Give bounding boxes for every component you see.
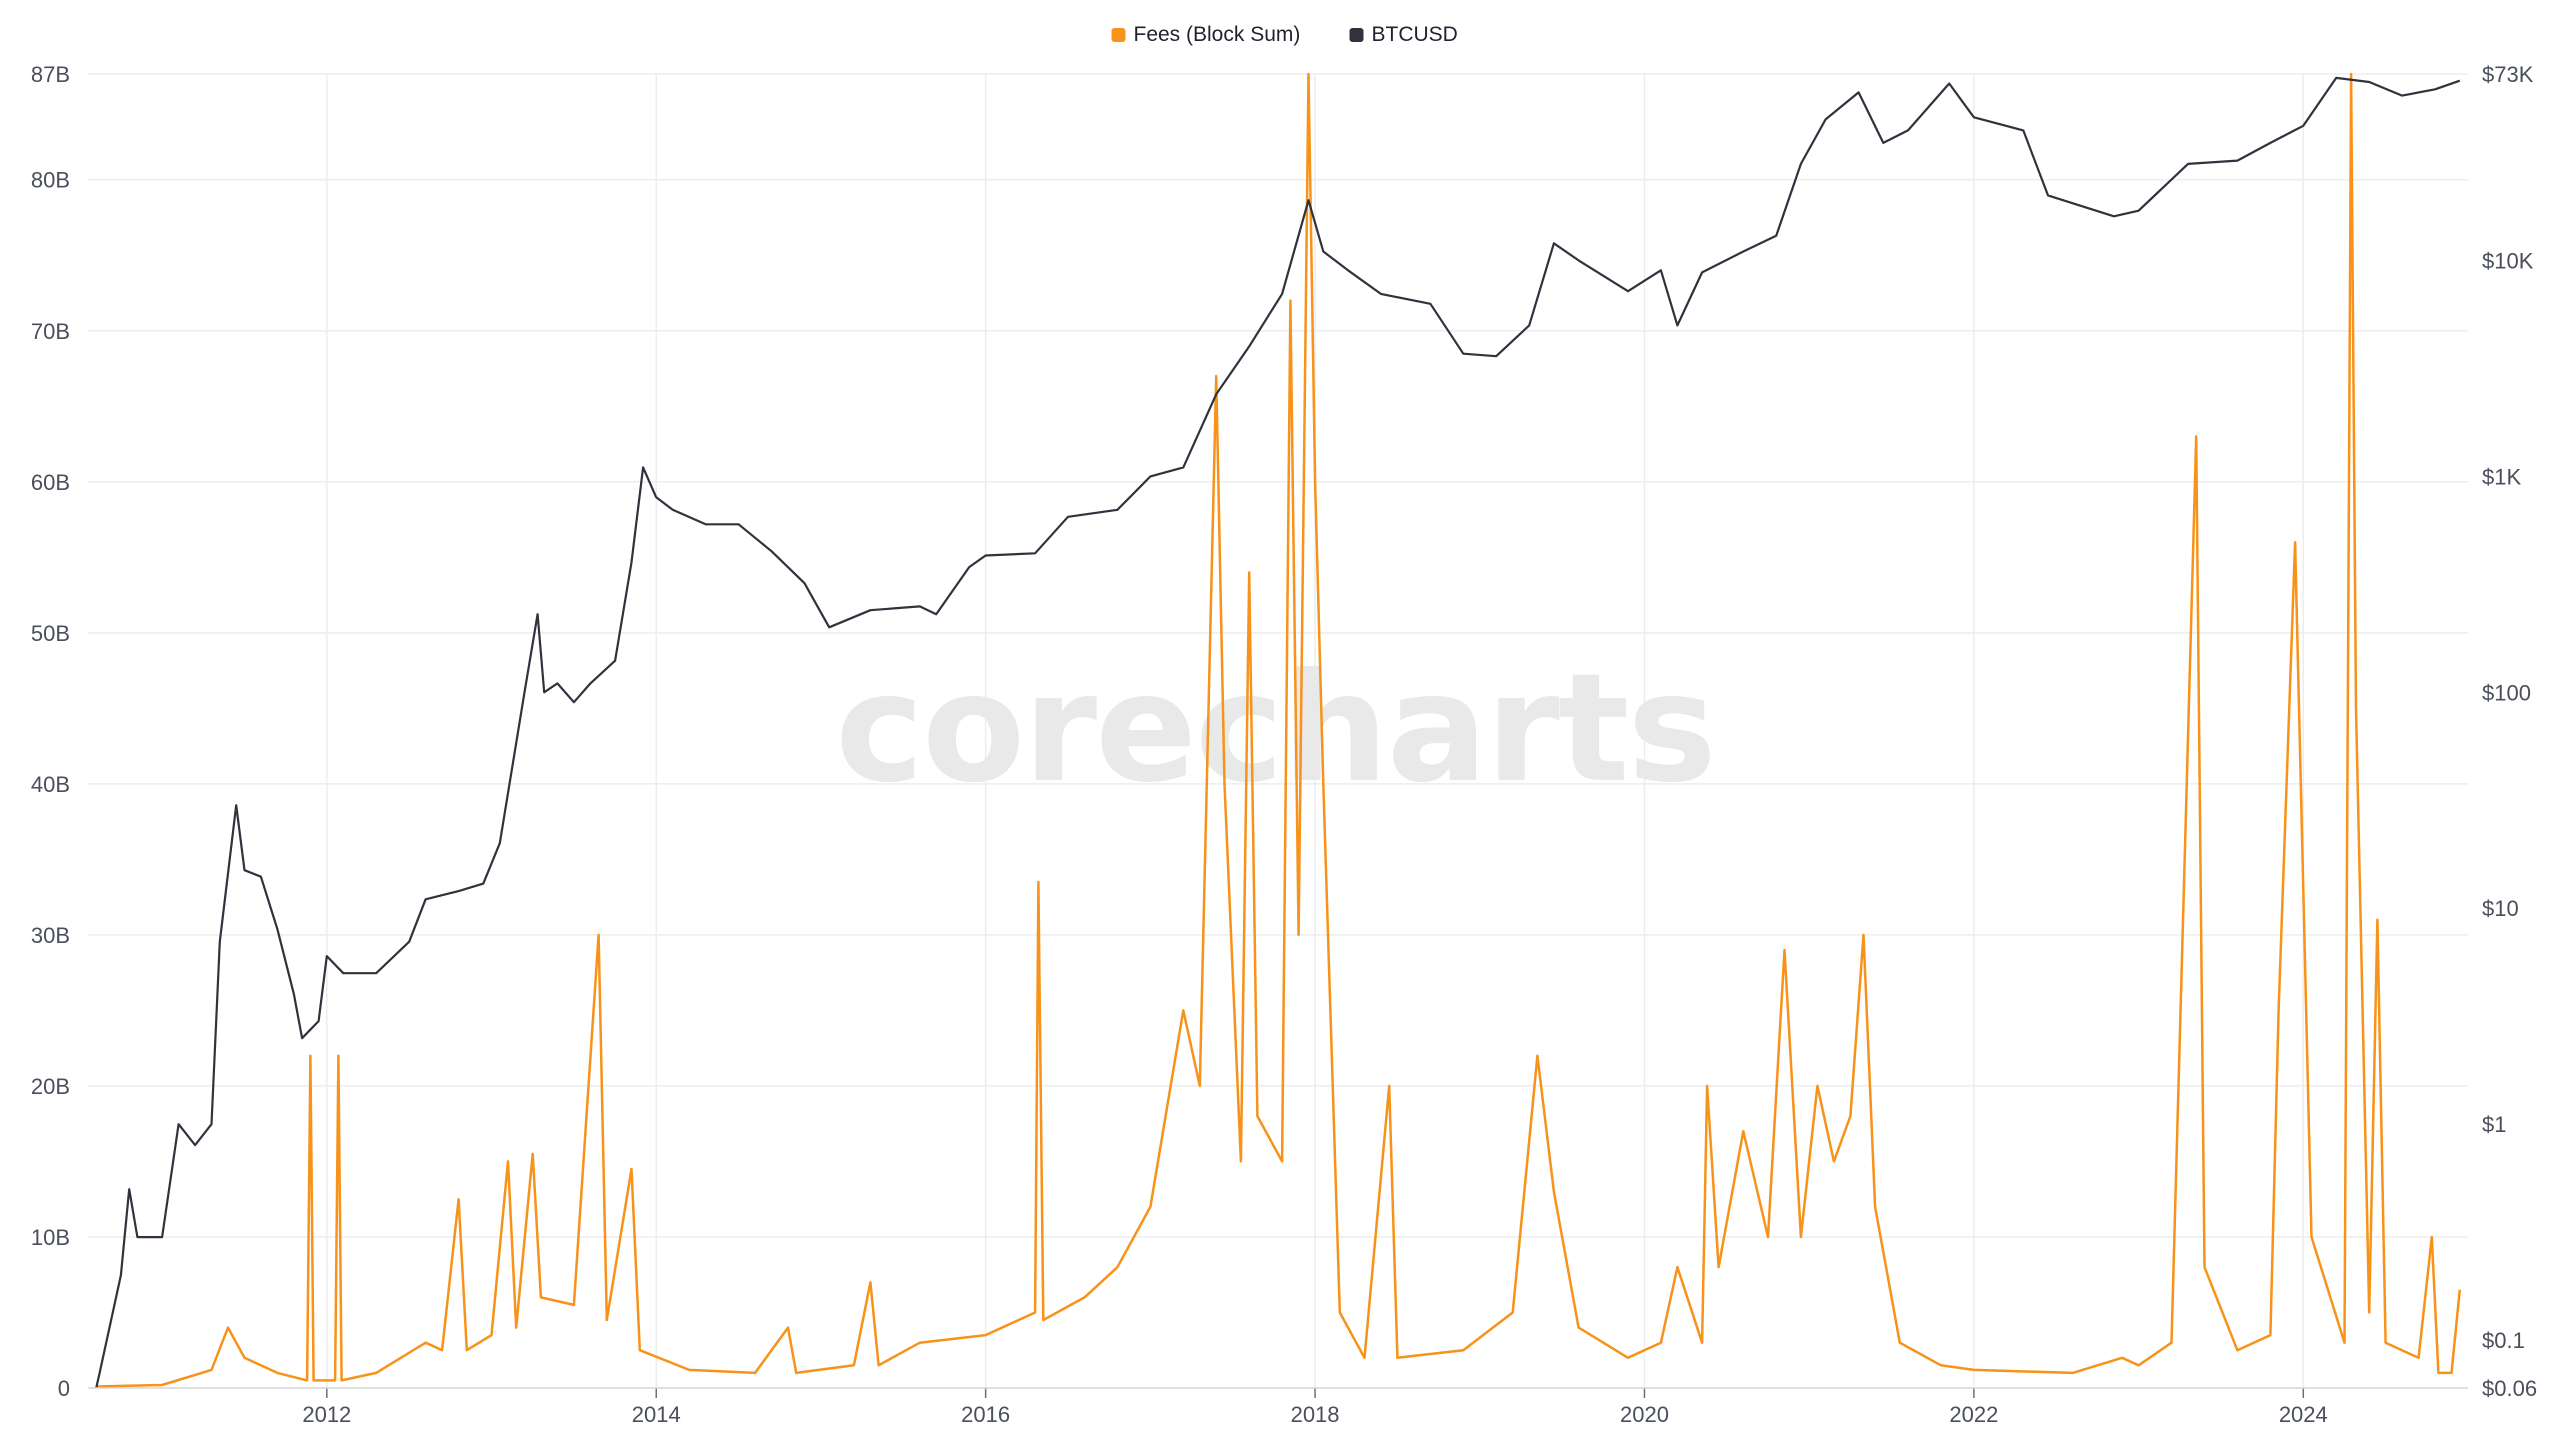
legend-label: Fees (Block Sum) [1134, 23, 1301, 46]
y-right-tick-label: $1 [2482, 1112, 2506, 1137]
y-left-tick-label: 50B [31, 621, 70, 646]
x-tick-label: 2024 [2279, 1402, 2328, 1427]
legend-item[interactable]: Fees (Block Sum) [1111, 23, 1301, 46]
y-left-tick-label: 70B [31, 319, 70, 344]
y-right-tick-label: $100 [2482, 680, 2531, 705]
y-right-tick-label: $10 [2482, 896, 2519, 921]
y-left-tick-label: 60B [31, 470, 70, 495]
y-left-tick-label: 10B [31, 1225, 70, 1250]
legend-label: BTCUSD [1372, 23, 1458, 46]
y-left-tick-label: 40B [31, 772, 70, 797]
legend-item[interactable]: BTCUSD [1349, 23, 1458, 46]
y-left-tick-label: 80B [31, 168, 70, 193]
x-tick-label: 2022 [1949, 1402, 1998, 1427]
grid-layer [88, 73, 2468, 1389]
y-left-tick-label: 20B [31, 1074, 70, 1099]
y-right-tick-label: $0.1 [2482, 1328, 2525, 1353]
legend-swatch [1349, 28, 1364, 42]
btcusd-series-line [95, 76, 2461, 1389]
legend: Fees (Block Sum) BTCUSD [1111, 23, 1458, 46]
y-left-tick-label: 30B [31, 923, 70, 948]
legend-swatch [1111, 28, 1126, 42]
y-right-tick-label: $1K [2482, 464, 2521, 489]
y-right-tick-label: $10K [2482, 248, 2534, 273]
y-right-tick-label: $73K [2482, 62, 2534, 87]
y-right-tick-label: $0.06 [2482, 1376, 2537, 1401]
fees-series-line [96, 72, 2462, 1388]
x-tick-label: 2018 [1291, 1402, 1340, 1427]
series-layer [95, 72, 2462, 1389]
x-tick-label: 2020 [1620, 1402, 1669, 1427]
x-tick-label: 2014 [632, 1402, 681, 1427]
axis-layer: 0 10B 20B 30B 40B 50B 60B 70B 80B 87B $0.06 $0.1 $1 $… [31, 62, 2537, 1427]
y-left-tick-label: 0 [58, 1376, 70, 1401]
x-tick-label: 2012 [302, 1402, 351, 1427]
x-tick-label: 2016 [961, 1402, 1010, 1427]
watermark: corecharts [835, 642, 1715, 816]
y-left-tick-label: 87B [31, 62, 70, 87]
